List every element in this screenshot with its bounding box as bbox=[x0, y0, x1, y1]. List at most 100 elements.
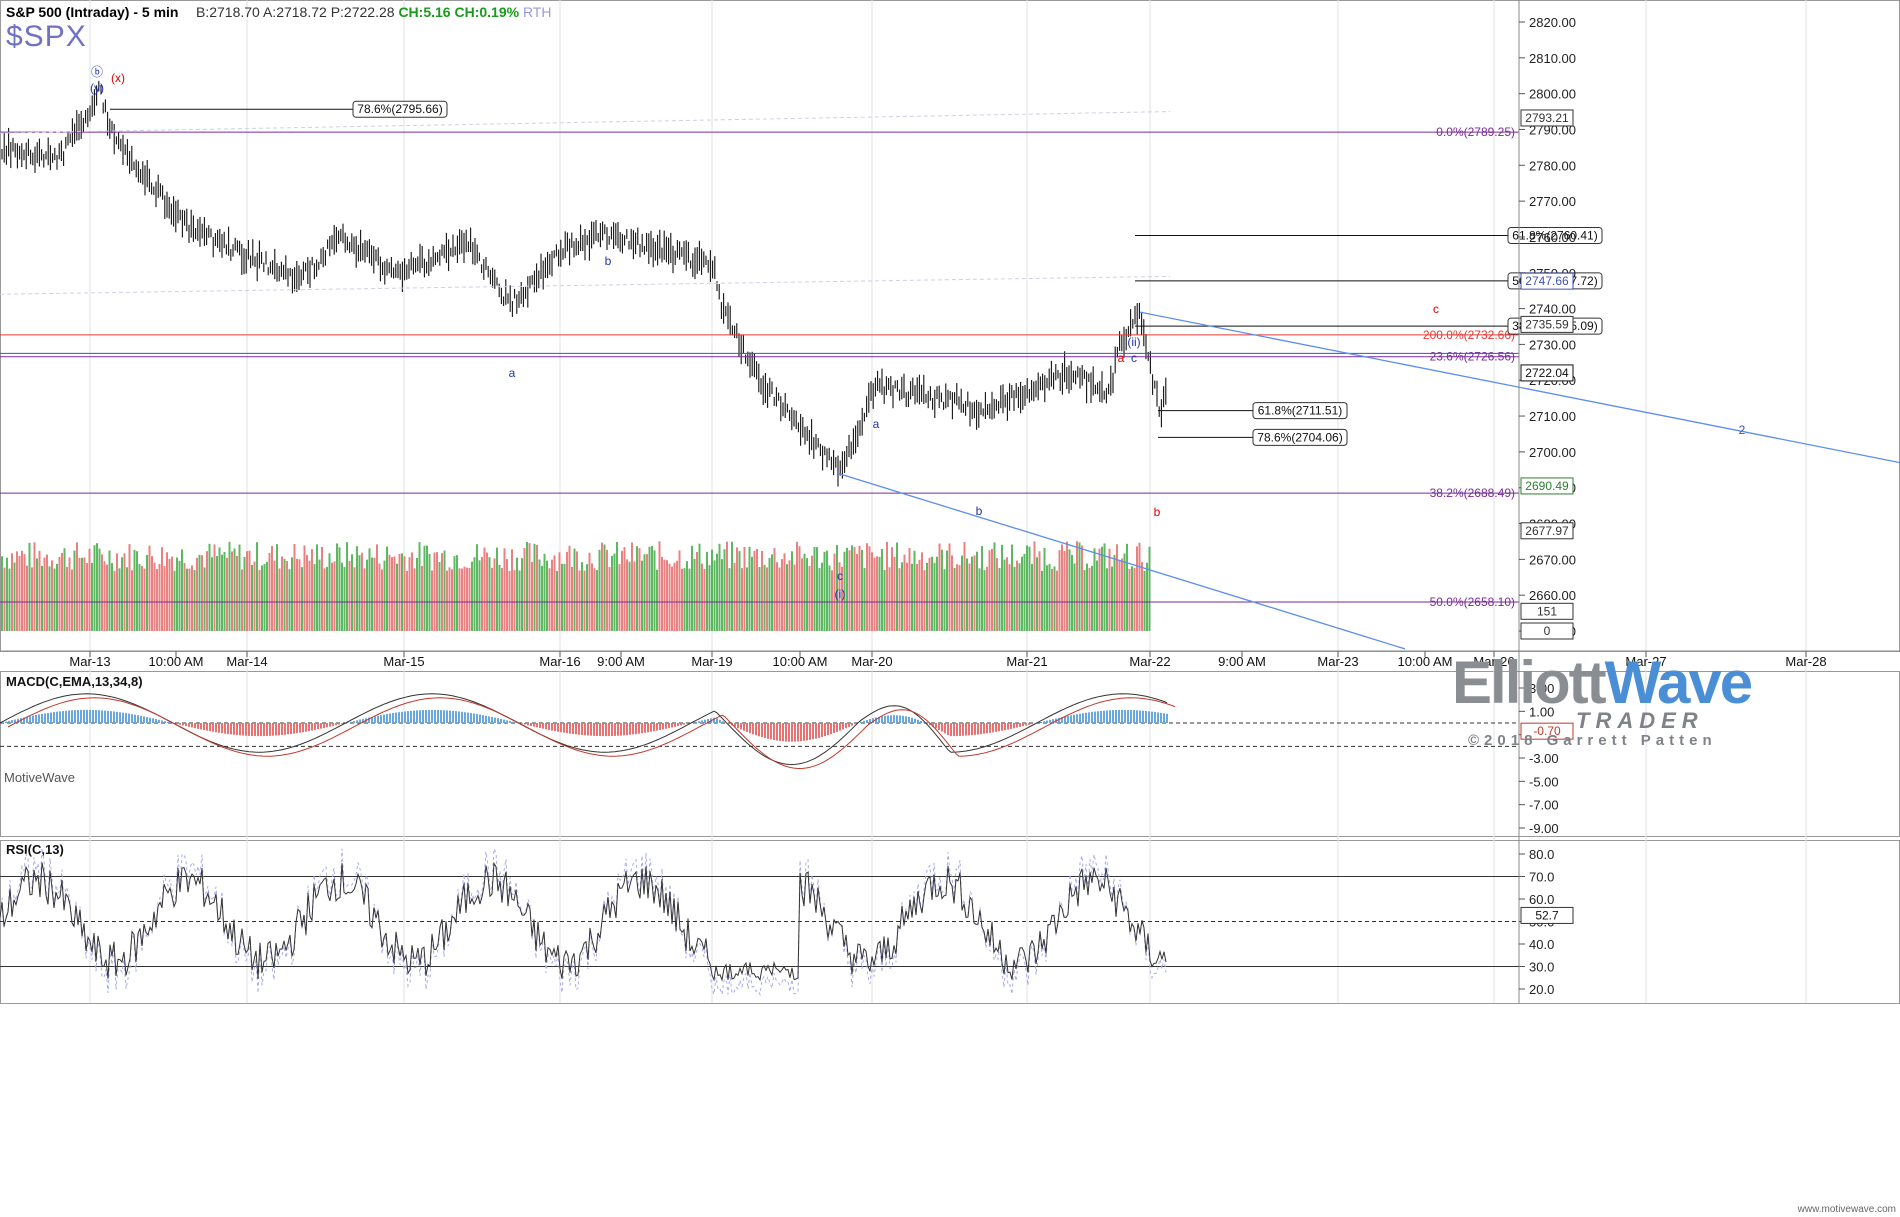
x-tick-label: Mar-16 bbox=[539, 654, 580, 669]
volume-bar bbox=[161, 547, 163, 631]
volume-bar bbox=[303, 545, 306, 631]
price-y-tick-label: 2670.00 bbox=[1529, 552, 1576, 567]
volume-bar bbox=[266, 561, 268, 631]
volume-bar bbox=[68, 557, 71, 631]
volume-bar bbox=[856, 554, 858, 631]
volume-bar bbox=[883, 569, 886, 631]
volume-bar bbox=[763, 564, 766, 631]
axis-badge bbox=[1520, 272, 1574, 290]
fib-target-label: 78.6%(2704.06) bbox=[1257, 430, 1342, 444]
volume-bar bbox=[261, 565, 263, 631]
volume-bar bbox=[173, 570, 176, 631]
volume-bar bbox=[1143, 570, 1146, 631]
volume-bar bbox=[1068, 549, 1071, 631]
x-tick-label: 10:00 AM bbox=[149, 654, 204, 669]
volume-bar bbox=[1036, 557, 1038, 631]
volume-bar bbox=[333, 561, 336, 631]
wave-label: c bbox=[837, 569, 843, 583]
volume-bar bbox=[338, 547, 341, 631]
volume-bar bbox=[568, 545, 571, 631]
volume-bar bbox=[658, 541, 661, 631]
volume-bar bbox=[1123, 553, 1126, 631]
volume-bar bbox=[1113, 554, 1116, 631]
volume-bar bbox=[311, 549, 313, 631]
volume-bar bbox=[553, 555, 556, 631]
fib-target-label: 61.8%(2760.41) bbox=[1512, 228, 1597, 242]
volume-bar bbox=[666, 560, 668, 631]
volume-bar bbox=[561, 563, 563, 631]
volume-bar bbox=[21, 550, 23, 631]
volume-bar bbox=[683, 568, 686, 631]
volume-bar bbox=[821, 562, 823, 631]
volume-bar bbox=[416, 558, 418, 631]
lower-trendline bbox=[837, 472, 1406, 650]
volume-bar bbox=[168, 558, 171, 631]
volume-bar bbox=[523, 548, 526, 631]
volume-bar bbox=[736, 547, 738, 631]
volume-bar bbox=[241, 569, 243, 631]
brand-logo: ElliottWave TRADER ©2018 Garrett Patten bbox=[1452, 648, 1753, 750]
volume-bar bbox=[751, 556, 753, 631]
volume-bar bbox=[941, 549, 943, 631]
rsi-line bbox=[0, 861, 1167, 982]
volume-bar bbox=[563, 563, 566, 631]
volume-bar bbox=[123, 553, 126, 631]
fib-line-label: 38.2%(2688.49) bbox=[1430, 486, 1515, 500]
volume-bar bbox=[623, 547, 626, 631]
volume-bar bbox=[148, 545, 151, 631]
volume-bar bbox=[661, 556, 663, 631]
volume-bar bbox=[583, 570, 586, 631]
volume-bar bbox=[1101, 546, 1103, 631]
volume-bar bbox=[143, 568, 146, 631]
volume-bar bbox=[761, 550, 763, 631]
wave-label: b bbox=[976, 504, 983, 518]
volume-bar bbox=[301, 567, 303, 631]
volume-bar bbox=[336, 543, 338, 631]
volume-bar bbox=[513, 570, 516, 631]
x-tick-label: 9:00 AM bbox=[597, 654, 645, 669]
volume-bar bbox=[733, 563, 736, 631]
macd-signal-line bbox=[7, 697, 1176, 770]
volume-bar bbox=[738, 551, 741, 631]
volume-bar bbox=[91, 562, 93, 631]
volume-bar bbox=[578, 570, 581, 631]
volume-bar bbox=[236, 555, 238, 631]
volume-bar bbox=[638, 548, 641, 631]
volume-bar bbox=[78, 557, 81, 631]
macd-title: MACD(C,EMA,13,34,8) bbox=[6, 674, 143, 689]
volume-bar bbox=[813, 546, 816, 631]
volume-bar bbox=[298, 559, 301, 631]
volume-bar bbox=[63, 548, 66, 631]
volume-bar bbox=[613, 553, 616, 631]
axis-badge-label: 2747.66 bbox=[1525, 274, 1569, 288]
symbol-label: $SPX bbox=[6, 20, 87, 53]
volume-bar bbox=[1103, 543, 1106, 631]
volume-bar bbox=[58, 556, 61, 631]
volume-bar bbox=[1073, 563, 1076, 631]
volume-bar bbox=[1116, 544, 1118, 631]
volume-bar bbox=[506, 559, 508, 631]
volume-bar bbox=[1041, 570, 1043, 631]
volume-bar bbox=[741, 568, 743, 631]
volume-bar bbox=[996, 558, 998, 631]
axis-badge-label: 2677.97 bbox=[1525, 524, 1569, 538]
volume-bar bbox=[938, 543, 941, 631]
volume-bar bbox=[876, 556, 878, 631]
volume-bar bbox=[51, 560, 53, 631]
volume-bar bbox=[408, 557, 411, 631]
volume-bar bbox=[1138, 542, 1141, 631]
volume-bar bbox=[43, 557, 46, 631]
price-y-tick-label: 2800.00 bbox=[1529, 87, 1576, 102]
volume-bar bbox=[588, 552, 591, 631]
volume-bar bbox=[651, 545, 653, 631]
volume-bar bbox=[1126, 543, 1128, 631]
volume-bar bbox=[616, 541, 618, 631]
volume-bar bbox=[911, 563, 913, 631]
volume-bar bbox=[973, 555, 976, 631]
volume-bar bbox=[958, 565, 961, 631]
volume-bar bbox=[1076, 541, 1078, 631]
volume-bar bbox=[1108, 548, 1111, 631]
volume-bar bbox=[441, 553, 443, 631]
volume-bar bbox=[726, 541, 728, 631]
x-tick-label: Mar-20 bbox=[851, 654, 892, 669]
